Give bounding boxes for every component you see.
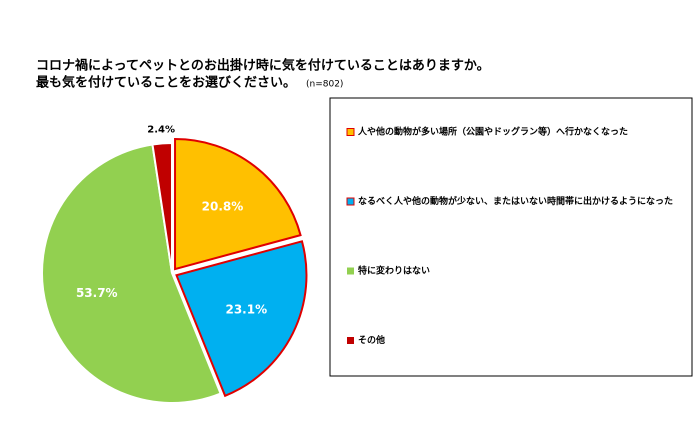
legend-swatch (346, 197, 355, 206)
legend-label: 特に変わりはない (358, 265, 430, 277)
legend-label: なるべく人や他の動物が少ない、またはいない時間帯に出かけるようになった (358, 195, 673, 207)
pie-slice (151, 141, 173, 274)
chart-title: 最も気を付けていることをお選びください。 (36, 75, 296, 91)
pie-slice (175, 240, 308, 398)
legend-swatch (346, 128, 355, 136)
data-label: 20.8% (202, 200, 244, 214)
data-label: 53.7% (76, 286, 118, 300)
chart-title: コロナ禍によってペットとのお出掛け時に気を付けていることはありますか。 (36, 58, 490, 74)
data-label: 23.1% (225, 302, 267, 316)
data-label: 2.4% (147, 124, 175, 135)
pie-slice (174, 138, 302, 271)
legend-swatch (347, 337, 354, 344)
legend-label: 人や他の動物が多い場所（公園やドッグラン等）へ行かなくなった (357, 126, 628, 138)
legend-box (329, 97, 693, 377)
legend-swatch (347, 267, 354, 275)
pie-slice (41, 143, 222, 404)
legend-label: その他 (358, 334, 385, 346)
chart-subtitle: (n=802) (306, 80, 343, 90)
